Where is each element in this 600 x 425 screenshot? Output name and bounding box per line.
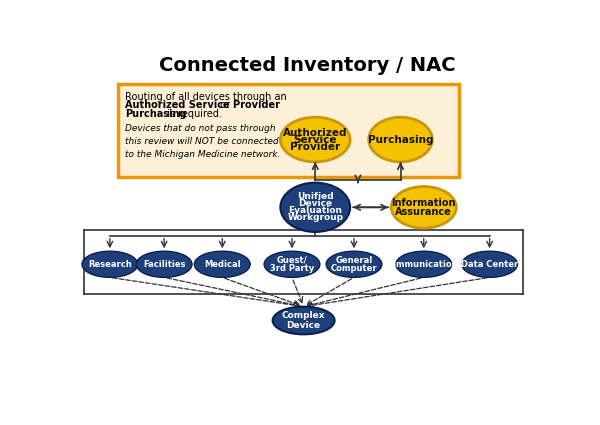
Text: Devices that do not pass through
this review will NOT be connected
to the Michig: Devices that do not pass through this re…	[125, 124, 281, 159]
Text: Evaluation: Evaluation	[288, 206, 342, 215]
Ellipse shape	[391, 187, 457, 228]
Text: Communications: Communications	[385, 260, 463, 269]
Text: Provider: Provider	[290, 142, 340, 152]
Text: Service: Service	[293, 135, 337, 145]
Text: Authorized: Authorized	[283, 128, 347, 139]
Ellipse shape	[326, 251, 382, 278]
Text: Guest/: Guest/	[277, 256, 307, 265]
Text: Information: Information	[392, 198, 456, 208]
Text: Device: Device	[287, 320, 320, 330]
Text: Computer: Computer	[331, 264, 377, 273]
Text: Medical: Medical	[204, 260, 241, 269]
Ellipse shape	[194, 251, 250, 278]
Ellipse shape	[82, 251, 138, 278]
Ellipse shape	[369, 117, 432, 162]
Text: General: General	[335, 256, 373, 265]
Text: Device: Device	[298, 199, 332, 208]
Text: Purchasing: Purchasing	[125, 109, 187, 119]
Text: Complex: Complex	[282, 312, 325, 320]
Text: 3rd Party: 3rd Party	[270, 264, 314, 273]
Text: Research: Research	[88, 260, 132, 269]
FancyBboxPatch shape	[118, 84, 458, 176]
Text: or: or	[217, 100, 230, 110]
Ellipse shape	[272, 307, 335, 334]
Text: Data Center: Data Center	[461, 260, 518, 269]
Ellipse shape	[396, 251, 452, 278]
Text: Assurance: Assurance	[395, 207, 452, 217]
Text: Unified: Unified	[297, 192, 334, 201]
Text: Purchasing: Purchasing	[368, 135, 433, 144]
Ellipse shape	[264, 251, 320, 278]
Ellipse shape	[280, 117, 350, 162]
Text: Routing of all devices through an: Routing of all devices through an	[125, 92, 287, 102]
Ellipse shape	[280, 183, 350, 232]
Text: Authorized Service Provider: Authorized Service Provider	[125, 100, 280, 110]
Text: Facilities: Facilities	[143, 260, 185, 269]
Text: is required.: is required.	[164, 109, 222, 119]
Ellipse shape	[462, 251, 518, 278]
Text: Workgroup: Workgroup	[287, 213, 343, 222]
Ellipse shape	[136, 251, 192, 278]
Text: Connected Inventory / NAC: Connected Inventory / NAC	[159, 57, 456, 75]
